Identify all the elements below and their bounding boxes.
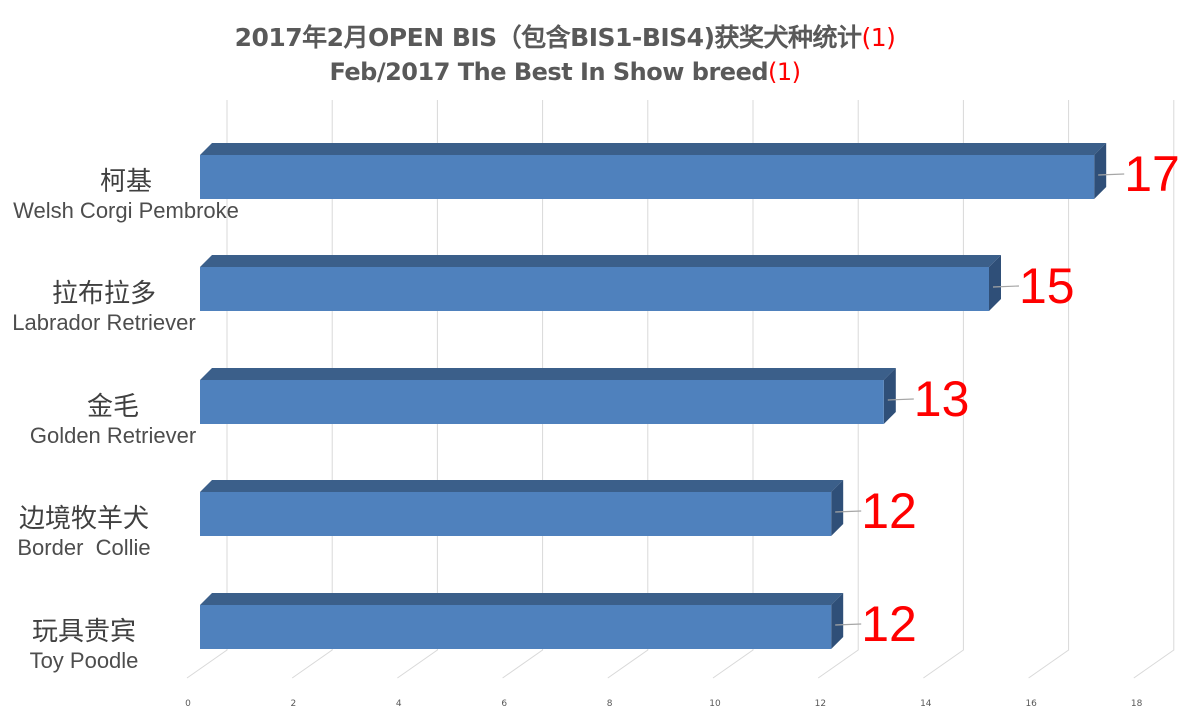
category-label: 边境牧羊犬 Border Collie bbox=[0, 504, 168, 562]
category-label-zh: 边境牧羊犬 bbox=[18, 504, 149, 534]
gridline bbox=[1028, 100, 1070, 679]
bar bbox=[200, 255, 1020, 311]
x-tick-label: 0 bbox=[185, 699, 191, 709]
data-label: 13 bbox=[913, 371, 970, 427]
category-label-en: Labrador Retriever bbox=[12, 310, 196, 335]
x-tick-label: 2 bbox=[290, 699, 297, 709]
x-tick-label: 18 bbox=[1130, 699, 1143, 709]
data-label: 15 bbox=[1019, 258, 1075, 314]
x-tick-label: 16 bbox=[1025, 699, 1037, 709]
gridline bbox=[1133, 100, 1175, 679]
title-line1-text: 2017年2月OPEN BIS（包含BIS1-BIS4)获奖犬种统计 bbox=[234, 23, 862, 52]
category-label: 拉布拉多 Labrador Retriever bbox=[0, 279, 208, 337]
bar bbox=[200, 480, 862, 536]
category-label-en: Welsh Corgi Pembroke bbox=[13, 198, 239, 223]
chart-title-line2: Feb/2017 The Best In Show breed(1) bbox=[0, 58, 1130, 86]
bar bbox=[200, 368, 914, 424]
data-label: 12 bbox=[861, 596, 917, 652]
category-label-en: Toy Poodle bbox=[29, 648, 139, 673]
bar bbox=[200, 143, 1125, 199]
title-line1-suffix: (1) bbox=[861, 23, 896, 52]
x-tick-label: 4 bbox=[395, 699, 402, 709]
data-label: 12 bbox=[861, 483, 917, 539]
category-label-zh: 拉布拉多 bbox=[51, 279, 156, 309]
category-label: 玩具贵宾 Toy Poodle bbox=[0, 617, 168, 675]
x-tick-label: 8 bbox=[606, 699, 613, 709]
category-label-zh: 玩具贵宾 bbox=[31, 617, 136, 647]
title-line2-suffix: (1) bbox=[768, 58, 801, 86]
bar bbox=[200, 593, 862, 649]
category-label-en: Border Collie bbox=[17, 535, 151, 560]
title-line2-text: Feb/2017 The Best In Show breed bbox=[329, 58, 769, 86]
x-tick-label: 14 bbox=[920, 699, 932, 709]
category-label-zh: 柯基 bbox=[99, 167, 152, 197]
category-label-en: Golden Retriever bbox=[29, 423, 197, 448]
chart-title-line1: 2017年2月OPEN BIS（包含BIS1-BIS4)获奖犬种统计(1) bbox=[0, 18, 1130, 54]
x-tick-label: 12 bbox=[814, 699, 827, 709]
x-tick-label: 6 bbox=[501, 699, 508, 709]
category-label: 柯基 Welsh Corgi Pembroke bbox=[0, 167, 252, 225]
data-label: 17 bbox=[1124, 146, 1180, 202]
category-label-zh: 金毛 bbox=[86, 392, 139, 422]
category-label: 金毛 Golden Retriever bbox=[0, 392, 226, 450]
x-tick-label: 10 bbox=[709, 699, 721, 709]
